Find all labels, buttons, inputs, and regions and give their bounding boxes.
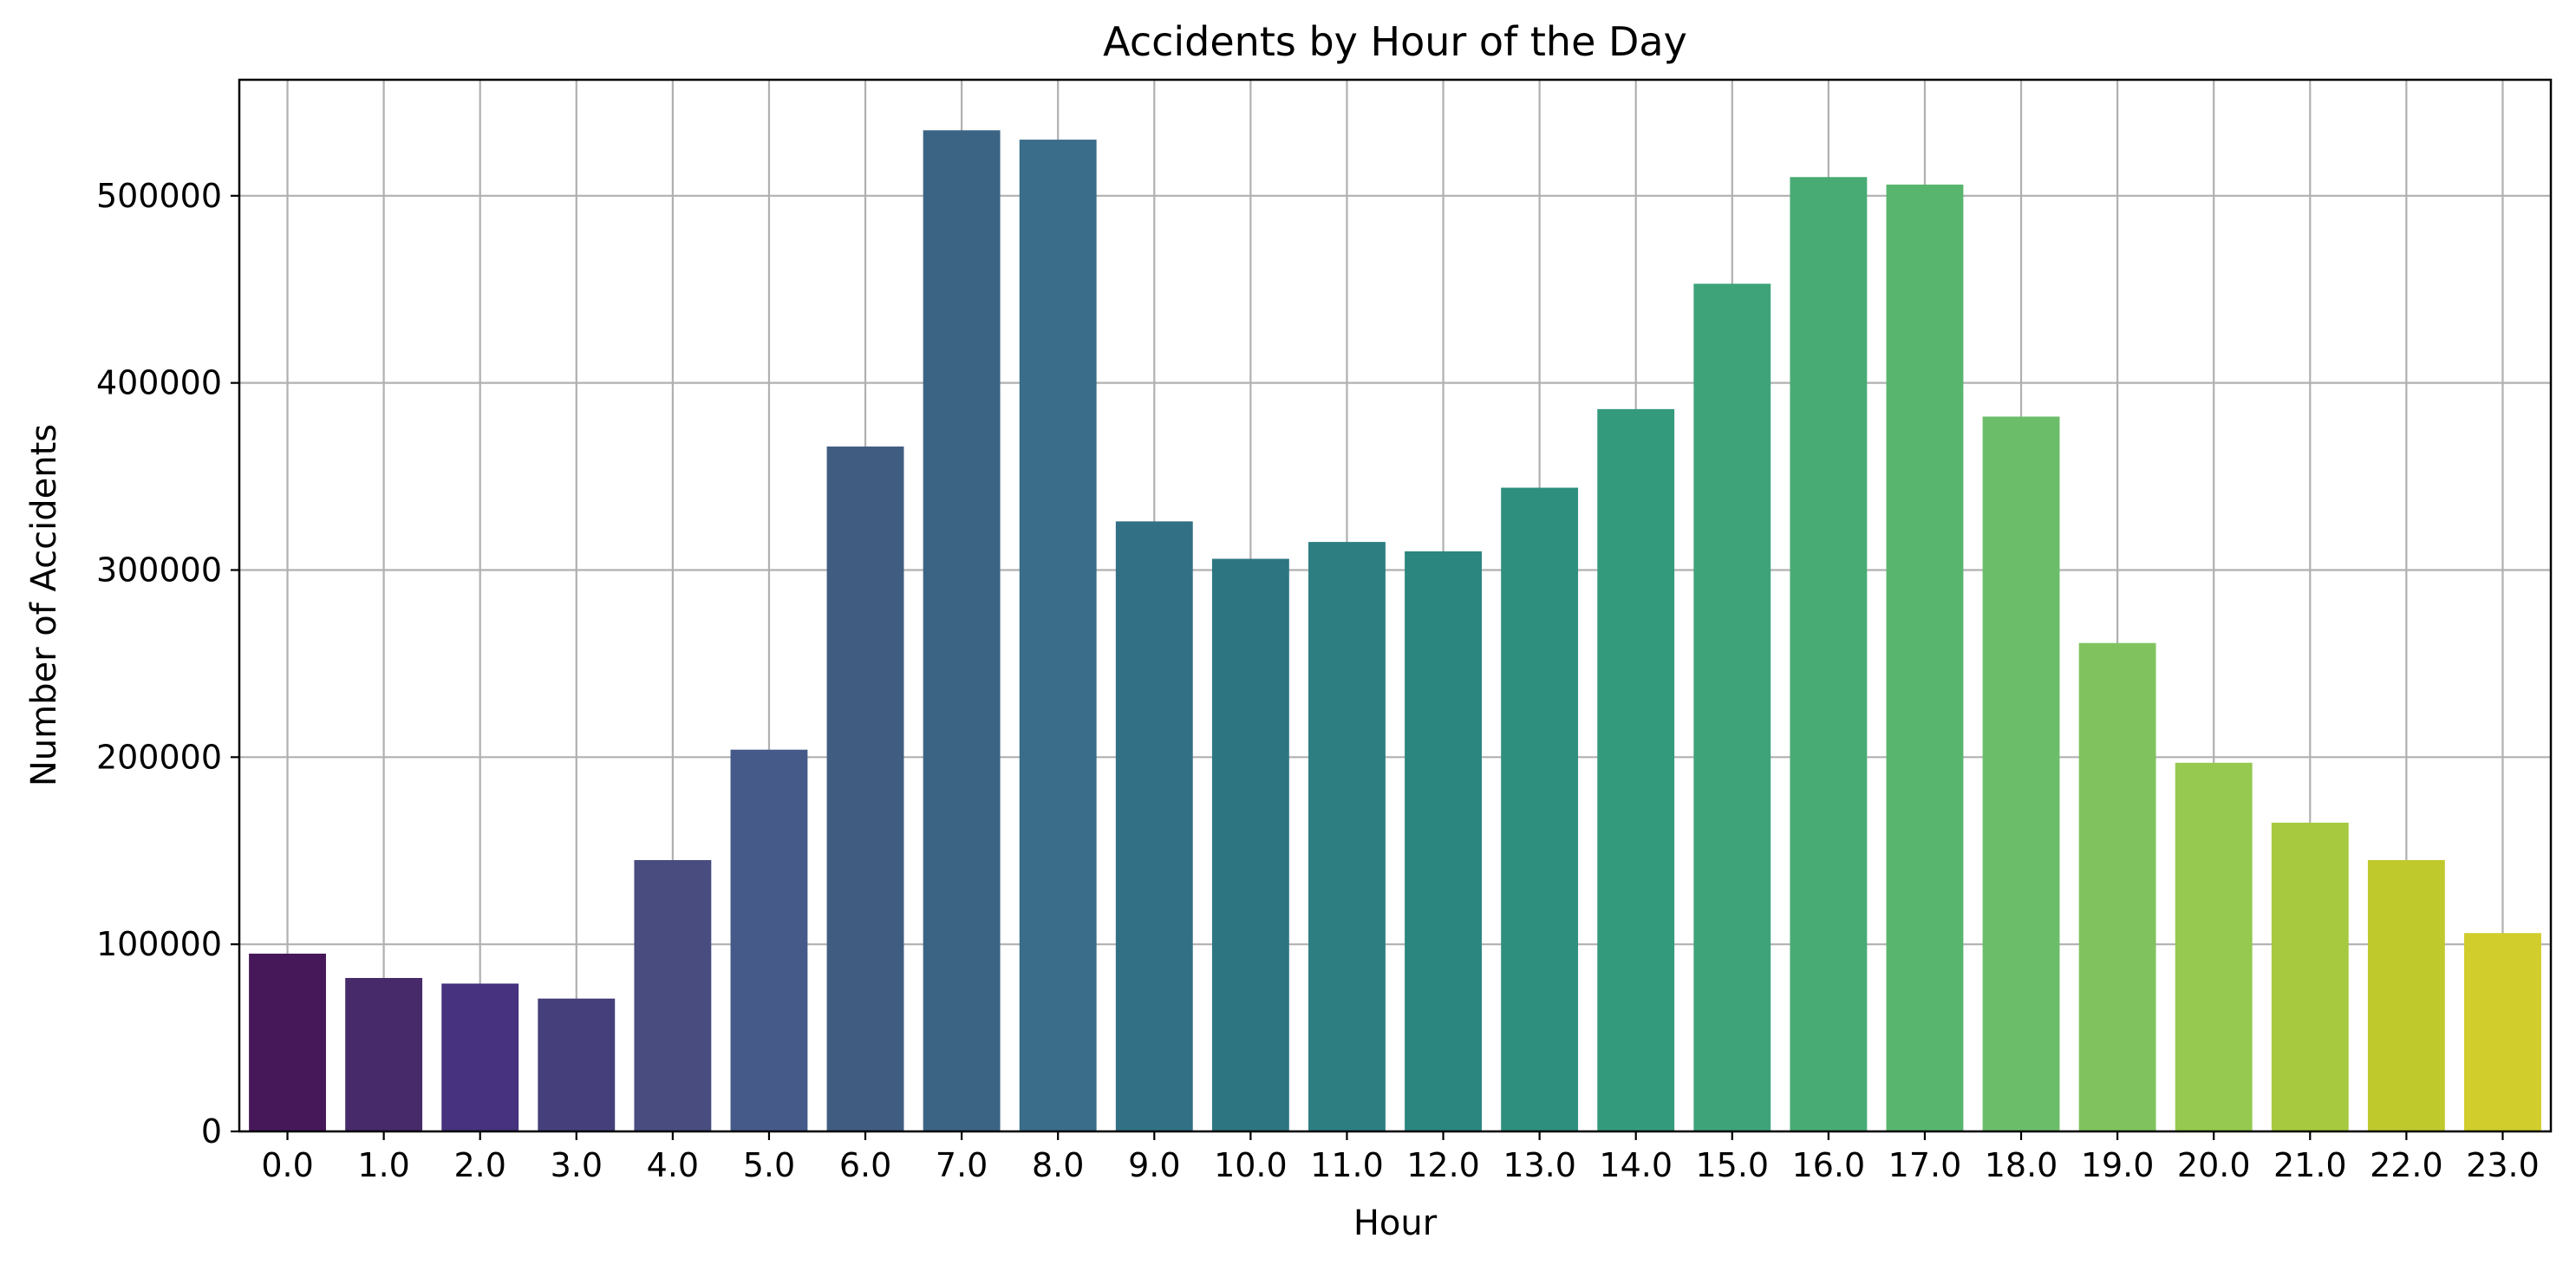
x-tick-label: 19.0 — [2081, 1146, 2155, 1184]
x-tick-label: 2.0 — [453, 1146, 505, 1184]
x-tick-label: 1.0 — [357, 1146, 409, 1184]
x-tick-label: 13.0 — [1503, 1146, 1576, 1184]
x-tick-label: 10.0 — [1214, 1146, 1288, 1184]
bar-hour-21.0 — [2271, 822, 2349, 1131]
y-tick-label: 200000 — [96, 738, 222, 776]
x-tick-label: 20.0 — [2177, 1146, 2251, 1184]
y-tick-label: 100000 — [96, 925, 222, 963]
bar-hour-1.0 — [345, 978, 423, 1131]
x-tick-label: 17.0 — [1888, 1146, 1962, 1184]
y-tick-label: 400000 — [96, 364, 222, 402]
y-tick-label: 0 — [201, 1112, 222, 1150]
x-tick-label: 12.0 — [1406, 1146, 1480, 1184]
bar-hour-5.0 — [730, 749, 808, 1131]
x-tick-label: 14.0 — [1599, 1146, 1673, 1184]
x-tick-label: 18.0 — [1985, 1146, 2058, 1184]
bar-hour-10.0 — [1211, 558, 1289, 1131]
x-tick-label: 23.0 — [2466, 1146, 2540, 1184]
bar-hour-16.0 — [1790, 177, 1868, 1132]
bar-hour-20.0 — [2175, 762, 2253, 1131]
bar-hour-9.0 — [1115, 521, 1193, 1131]
y-tick-label: 300000 — [96, 551, 222, 589]
tick-layer: 0 100000 200000 300000 400000 500000 0.0 1.0 2.0… — [96, 177, 2540, 1184]
plot-frame — [238, 78, 2553, 1133]
x-tick-label: 21.0 — [2273, 1146, 2347, 1184]
bar-hour-12.0 — [1405, 551, 1482, 1131]
bar-hour-22.0 — [2367, 860, 2445, 1131]
bar-hour-6.0 — [826, 446, 904, 1131]
x-tick-label: 8.0 — [1032, 1146, 1084, 1184]
x-tick-label: 22.0 — [2370, 1146, 2443, 1184]
bar-hour-15.0 — [1693, 284, 1771, 1131]
x-tick-label: 16.0 — [1792, 1146, 1866, 1184]
x-tick-label: 3.0 — [551, 1146, 603, 1184]
x-tick-label: 6.0 — [839, 1146, 891, 1184]
y-tick-label: 500000 — [96, 177, 222, 215]
bar-hour-8.0 — [1019, 140, 1097, 1131]
bar-hour-11.0 — [1308, 542, 1386, 1131]
x-tick-label: 7.0 — [936, 1146, 988, 1184]
bar-hour-18.0 — [1982, 416, 2060, 1131]
x-tick-label: 4.0 — [647, 1146, 699, 1184]
bar-hour-14.0 — [1597, 408, 1675, 1131]
bar-hour-7.0 — [923, 130, 1001, 1132]
x-tick-label: 11.0 — [1310, 1146, 1384, 1184]
bar-hour-3.0 — [538, 998, 616, 1131]
bar-hour-0.0 — [249, 953, 326, 1131]
bar-hour-23.0 — [2464, 933, 2541, 1131]
bar-hour-2.0 — [441, 983, 519, 1131]
x-tick-label: 15.0 — [1695, 1146, 1769, 1184]
bar-hour-17.0 — [1886, 184, 1964, 1132]
x-tick-label: 0.0 — [261, 1146, 313, 1184]
x-tick-label: 9.0 — [1128, 1146, 1180, 1184]
x-axis-label: Hour — [1353, 1203, 1438, 1243]
bar-hour-4.0 — [634, 860, 712, 1131]
bar-hour-19.0 — [2078, 642, 2156, 1131]
x-tick-label: 5.0 — [743, 1146, 795, 1184]
y-axis-label: Number of Accidents — [24, 424, 64, 786]
bar-hour-13.0 — [1501, 487, 1579, 1131]
bar-layer — [249, 130, 2541, 1132]
chart-title: Accidents by Hour of the Day — [1103, 18, 1687, 65]
